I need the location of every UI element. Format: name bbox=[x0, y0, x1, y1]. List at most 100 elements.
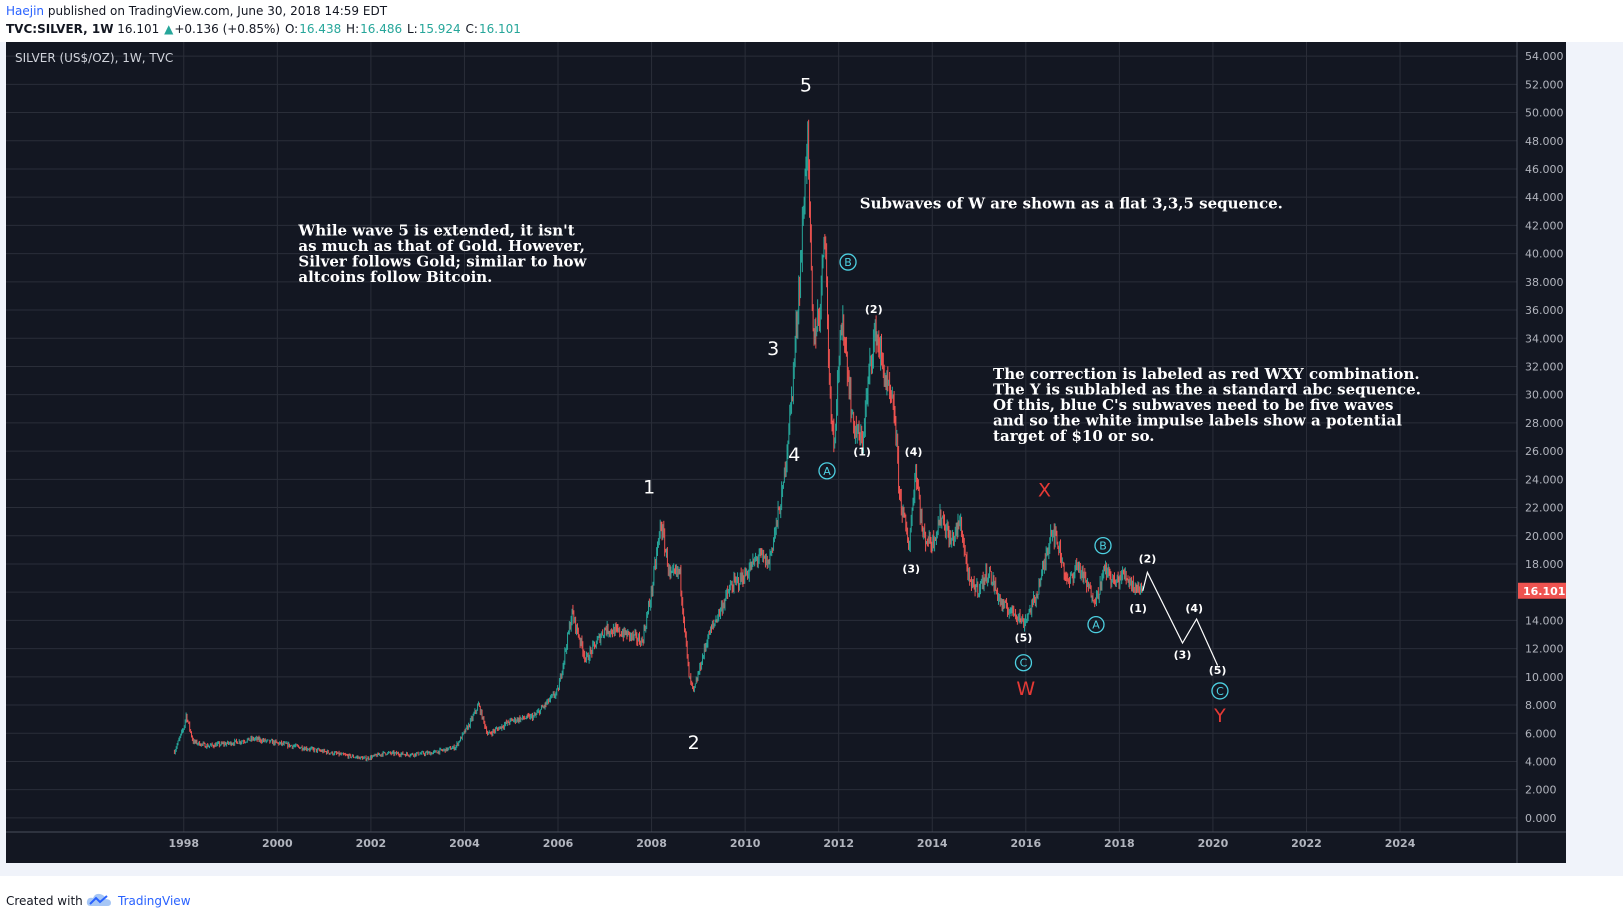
published-text: published on TradingView.com, June 30, 2… bbox=[44, 4, 388, 18]
y-tick-label: 2.000 bbox=[1525, 784, 1557, 797]
wave-label: (5) bbox=[1209, 664, 1227, 677]
y-tick-label: 26.000 bbox=[1525, 445, 1564, 458]
y-tick-label: 44.000 bbox=[1525, 191, 1564, 204]
x-tick-label: 2002 bbox=[356, 837, 387, 850]
wave-circle bbox=[1094, 536, 1112, 555]
wave-circle bbox=[1087, 615, 1105, 634]
x-tick-label: 2006 bbox=[543, 837, 574, 850]
x-tick-label: 1998 bbox=[168, 837, 199, 850]
y-tick-label: 48.000 bbox=[1525, 135, 1564, 148]
note-text: as much as that of Gold. However, bbox=[298, 237, 585, 255]
y-tick-label: 54.000 bbox=[1525, 50, 1564, 63]
note-text: Silver follows Gold; similar to how bbox=[298, 252, 587, 270]
close-label: C: bbox=[465, 22, 478, 36]
author-link[interactable]: Haejin bbox=[6, 4, 45, 18]
x-tick-label: 2012 bbox=[823, 837, 854, 850]
wave-label: 2 bbox=[688, 732, 700, 754]
wave-circle-label: B bbox=[1099, 540, 1107, 553]
y-tick-label: 40.000 bbox=[1525, 248, 1564, 261]
tradingview-cloud-icon bbox=[86, 893, 111, 906]
wave-label: (4) bbox=[905, 445, 923, 458]
y-tick-label: 32.000 bbox=[1525, 360, 1564, 373]
price-chart[interactable]: 54.00052.00050.00048.00046.00044.00042.0… bbox=[6, 42, 1566, 863]
y-tick-label: 24.000 bbox=[1525, 473, 1564, 486]
wave-label: Y bbox=[1213, 705, 1226, 727]
y-tick-label: 28.000 bbox=[1525, 417, 1564, 430]
x-tick-label: 2024 bbox=[1385, 837, 1416, 850]
note-text: Subwaves of W are shown as a flat 3,3,5 … bbox=[860, 194, 1283, 212]
wave-label: (4) bbox=[1185, 602, 1203, 615]
x-tick-label: 2020 bbox=[1198, 837, 1229, 850]
wave-circle-label: C bbox=[1216, 685, 1224, 698]
wave-circle-label: C bbox=[1020, 657, 1028, 670]
y-tick-label: 6.000 bbox=[1525, 727, 1557, 740]
wave-circle-label: A bbox=[1092, 619, 1100, 632]
y-tick-label: 36.000 bbox=[1525, 304, 1564, 317]
wave-label: X bbox=[1038, 479, 1051, 501]
y-tick-label: 38.000 bbox=[1525, 276, 1564, 289]
close-value: 16.101 bbox=[478, 22, 521, 36]
wave-label: 4 bbox=[788, 444, 800, 466]
y-tick-label: 8.000 bbox=[1525, 699, 1557, 712]
projection-path bbox=[1142, 570, 1219, 666]
wave-circle bbox=[1211, 682, 1229, 700]
y-tick-label: 22.000 bbox=[1525, 502, 1564, 515]
high-label: H: bbox=[346, 22, 360, 36]
open-label: O: bbox=[284, 22, 299, 36]
wave-label: (3) bbox=[1174, 648, 1192, 661]
y-tick-label: 4.000 bbox=[1525, 755, 1557, 768]
wave-label: (1) bbox=[853, 445, 871, 458]
wave-circle bbox=[839, 253, 857, 271]
wave-label: (5) bbox=[1015, 632, 1033, 645]
note-text: The correction is labeled as red WXY com… bbox=[993, 365, 1420, 383]
publish-header: Haejin published on TradingView.com, Jun… bbox=[0, 0, 1623, 42]
wave-circle bbox=[818, 462, 836, 480]
y-tick-label: 30.000 bbox=[1525, 389, 1564, 402]
wave-label: (3) bbox=[902, 562, 920, 575]
note-text: The Y is sublabled as the a standard abc… bbox=[993, 381, 1421, 399]
chart-title: SILVER (US$/OZ), 1W, TVC bbox=[15, 51, 173, 65]
wave-circle-label: A bbox=[823, 465, 831, 478]
y-tick-label: 12.000 bbox=[1525, 643, 1564, 656]
x-tick-label: 2010 bbox=[730, 837, 761, 850]
wave-label: (2) bbox=[1139, 553, 1157, 566]
wave-circle-label: B bbox=[844, 256, 852, 269]
x-tick-label: 2004 bbox=[449, 837, 480, 850]
y-tick-label: 14.000 bbox=[1525, 614, 1564, 627]
publish-line: Haejin published on TradingView.com, Jun… bbox=[6, 4, 387, 18]
x-tick-label: 2022 bbox=[1291, 837, 1322, 850]
wave-label: (2) bbox=[865, 303, 883, 316]
x-tick-label: 2016 bbox=[1010, 837, 1041, 850]
tradingview-link[interactable]: TradingView bbox=[118, 894, 191, 908]
note-text: target of $10 or so. bbox=[993, 427, 1154, 445]
wave-label: 5 bbox=[800, 74, 812, 96]
x-tick-label: 2008 bbox=[636, 837, 667, 850]
note-text: While wave 5 is extended, it isn't bbox=[297, 221, 574, 239]
created-with-text: Created with bbox=[6, 894, 83, 908]
y-tick-label: 18.000 bbox=[1525, 558, 1564, 571]
y-tick-label: 50.000 bbox=[1525, 107, 1564, 120]
x-tick-label: 2018 bbox=[1104, 837, 1135, 850]
wave-label: W bbox=[1016, 678, 1035, 700]
last-price: 16.101 bbox=[117, 22, 160, 36]
symbol-line: TVC:SILVER, 1W 16.101 ▲+0.136 (+0.85%) O… bbox=[6, 22, 522, 36]
wave-circle bbox=[1014, 654, 1033, 672]
up-arrow-icon: ▲ bbox=[164, 22, 174, 36]
note-text: Of this, blue C's subwaves need to be fi… bbox=[993, 396, 1393, 414]
y-tick-label: 34.000 bbox=[1525, 332, 1564, 345]
last-price-tag bbox=[1518, 582, 1566, 599]
note-text: altcoins follow Bitcoin. bbox=[298, 268, 492, 286]
wave-label: 3 bbox=[767, 338, 779, 360]
last-price-label: 16.101 bbox=[1523, 585, 1565, 598]
y-tick-label: 52.000 bbox=[1525, 78, 1564, 91]
price-change: +0.136 (+0.85%) bbox=[174, 22, 281, 36]
chart-background bbox=[6, 42, 1566, 863]
footer: Created with TradingView bbox=[0, 876, 1623, 918]
low-value: 15.924 bbox=[418, 22, 461, 36]
y-tick-label: 42.000 bbox=[1525, 219, 1564, 232]
x-tick-label: 2000 bbox=[262, 837, 293, 850]
y-tick-label: 10.000 bbox=[1525, 671, 1564, 684]
open-value: 16.438 bbox=[299, 22, 342, 36]
y-tick-label: 0.000 bbox=[1525, 812, 1557, 825]
low-label: L: bbox=[406, 22, 418, 36]
